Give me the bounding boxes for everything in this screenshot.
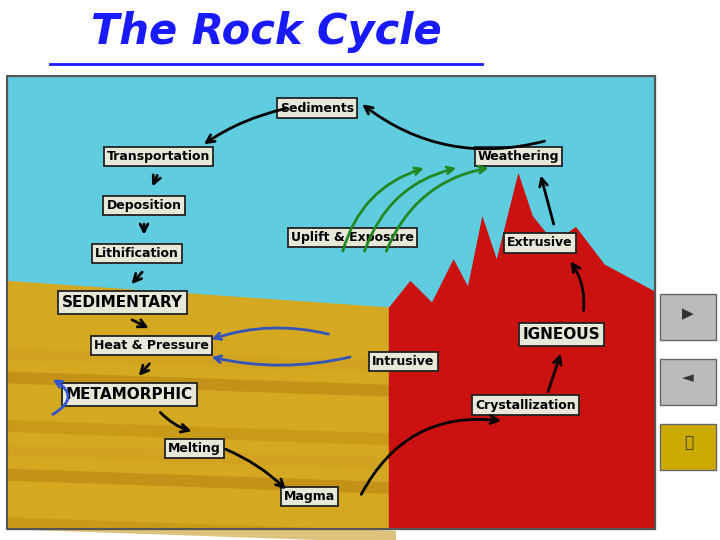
Text: Weathering: Weathering <box>477 150 559 163</box>
FancyBboxPatch shape <box>660 359 716 405</box>
Polygon shape <box>7 396 396 421</box>
Text: ▶: ▶ <box>683 306 694 321</box>
Polygon shape <box>7 347 396 373</box>
Bar <box>7 76 655 529</box>
Text: Lithification: Lithification <box>95 247 179 260</box>
Text: Crystallization: Crystallization <box>475 399 576 411</box>
Text: Uplift & Exposure: Uplift & Exposure <box>292 231 414 244</box>
Text: Extrusive: Extrusive <box>507 237 573 249</box>
Text: The Rock Cycle: The Rock Cycle <box>91 11 442 53</box>
Polygon shape <box>7 469 396 494</box>
Text: SEDIMENTARY: SEDIMENTARY <box>62 295 183 310</box>
Text: Deposition: Deposition <box>107 199 181 212</box>
Text: Transportation: Transportation <box>107 150 210 163</box>
Polygon shape <box>389 173 655 529</box>
Text: IGNEOUS: IGNEOUS <box>523 327 600 342</box>
Polygon shape <box>7 281 655 529</box>
Text: Melting: Melting <box>168 442 221 455</box>
Polygon shape <box>7 493 396 518</box>
Text: ⓘ: ⓘ <box>684 435 693 450</box>
Text: ◄: ◄ <box>683 370 694 386</box>
Polygon shape <box>7 372 396 397</box>
FancyBboxPatch shape <box>660 424 716 470</box>
FancyBboxPatch shape <box>660 294 716 340</box>
Polygon shape <box>7 420 396 445</box>
Text: Magma: Magma <box>284 490 336 503</box>
Polygon shape <box>7 517 396 540</box>
Text: Sediments: Sediments <box>280 102 354 114</box>
Bar <box>7 76 655 529</box>
Text: Intrusive: Intrusive <box>372 355 434 368</box>
Text: METAMORPHIC: METAMORPHIC <box>66 387 193 402</box>
Text: Heat & Pressure: Heat & Pressure <box>94 339 209 352</box>
Polygon shape <box>7 444 396 470</box>
